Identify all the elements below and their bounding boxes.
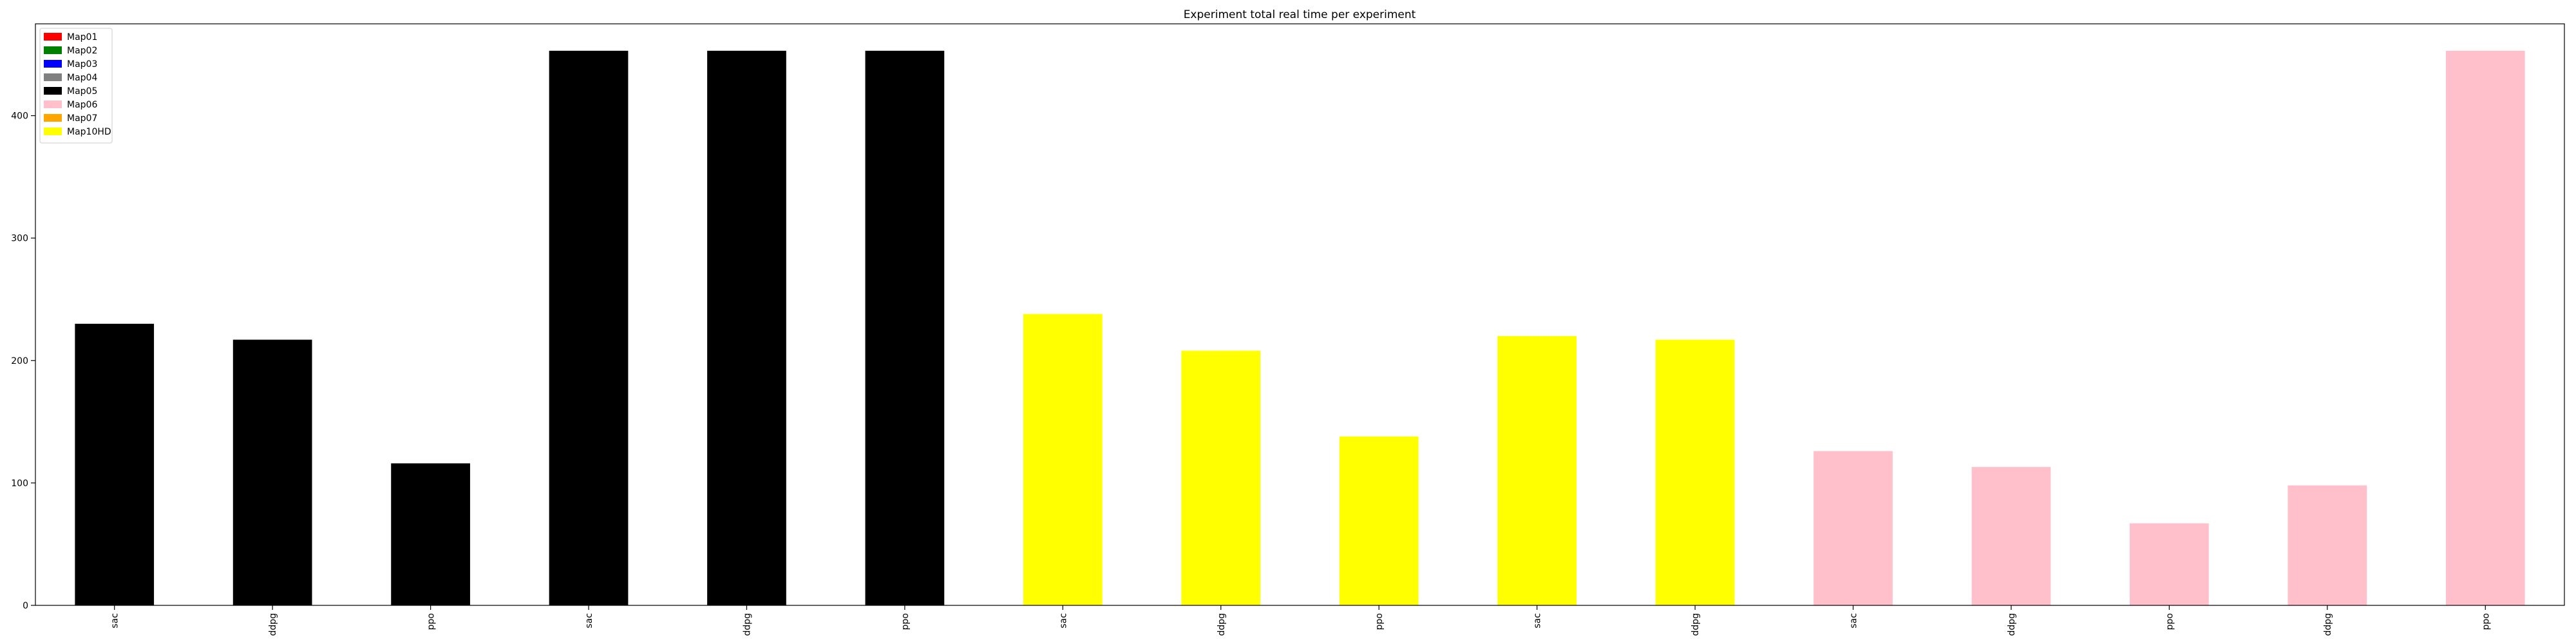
bar-ddpg xyxy=(232,339,312,605)
legend-label: Map06 xyxy=(67,100,97,110)
x-tick-label: ddpg xyxy=(742,613,752,636)
legend-label: Map01 xyxy=(67,32,97,43)
legend-swatch xyxy=(44,60,62,68)
legend: Map01 Map02 Map03 Map04 Map05 Map06 Map07 Map10… xyxy=(39,28,113,144)
x-tick-label: sac xyxy=(110,613,120,629)
legend-label: Map02 xyxy=(67,46,97,56)
bar-ppo xyxy=(1339,436,1419,605)
legend-swatch xyxy=(44,33,62,41)
bar-ppo xyxy=(391,463,470,605)
bar-sac xyxy=(1023,314,1103,605)
x-tick-label: ppo xyxy=(426,613,437,630)
bar-sac xyxy=(549,50,629,605)
bar-ddpg xyxy=(2287,485,2367,605)
legend-swatch xyxy=(44,87,62,95)
y-tick-label: 0 xyxy=(23,601,28,611)
x-tick-label: sac xyxy=(1058,613,1068,629)
bar-ppo xyxy=(865,50,945,605)
legend-label: Map05 xyxy=(67,86,97,97)
x-tick-label: ppo xyxy=(2164,613,2175,630)
bar-ddpg xyxy=(1971,467,2051,605)
bar-ddpg xyxy=(1655,339,1735,605)
bars-group xyxy=(75,50,2525,605)
x-tick-label: sac xyxy=(1533,613,1543,629)
legend-swatch xyxy=(44,46,62,54)
legend-swatch xyxy=(44,114,62,122)
x-tick-label: ddpg xyxy=(268,613,278,636)
y-axis: 0 100 200 300 400 xyxy=(11,111,35,611)
legend-swatch xyxy=(44,128,62,135)
bar-ddpg xyxy=(707,50,786,605)
bar-sac xyxy=(1814,451,1893,605)
legend-label: Map10HD xyxy=(67,127,111,137)
x-tick-label: sac xyxy=(584,613,594,629)
x-tick-label: ddpg xyxy=(2323,613,2333,636)
x-tick-label: sac xyxy=(1849,613,1859,629)
bar-sac xyxy=(75,323,155,605)
x-tick-label: ppo xyxy=(1374,613,1385,630)
legend-label: Map07 xyxy=(67,113,97,124)
y-tick-label: 200 xyxy=(11,356,28,366)
chart-title: Experiment total real time per experimen… xyxy=(1184,8,1416,21)
y-tick-label: 400 xyxy=(11,111,28,122)
legend-label: Map03 xyxy=(67,59,97,70)
legend-swatch xyxy=(44,100,62,108)
x-tick-label: ddpg xyxy=(1690,613,1701,636)
x-tick-label: ppo xyxy=(900,613,911,630)
plot-frame xyxy=(35,23,2565,606)
y-tick-label: 100 xyxy=(11,478,28,489)
bar-ppo xyxy=(2130,523,2209,605)
bar-sac xyxy=(1497,336,1577,605)
bar-ddpg xyxy=(1181,350,1261,605)
x-tick-label: ppo xyxy=(2481,613,2491,630)
bar-ppo xyxy=(2445,50,2525,605)
x-axis: sac ddpg ppo sac ddpg ppo sac ddpg ppo sac ddpg sac… xyxy=(110,605,2491,636)
legend-label: Map04 xyxy=(67,73,97,83)
x-tick-label: ddpg xyxy=(2007,613,2017,636)
legend-swatch xyxy=(44,73,62,81)
y-tick-label: 300 xyxy=(11,234,28,244)
x-tick-label: ddpg xyxy=(1217,613,1227,636)
